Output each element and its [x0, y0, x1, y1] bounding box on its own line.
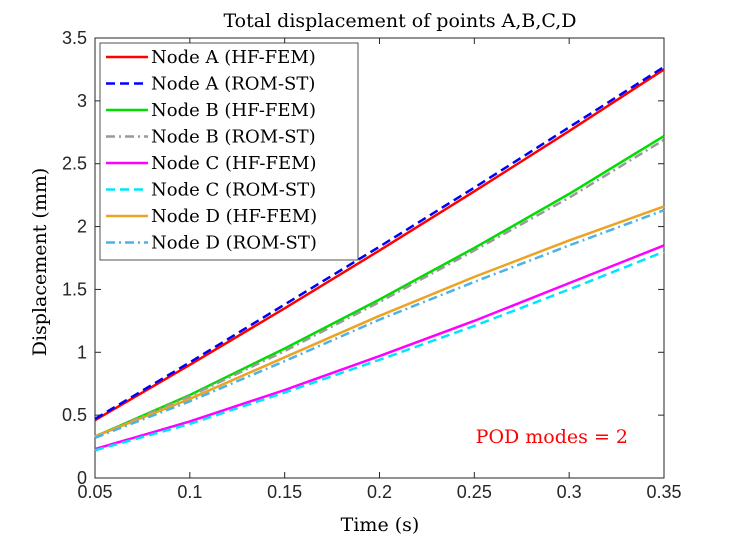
legend-entry: Node A (HF-FEM): [151, 47, 316, 68]
y-tick-label: 3.5: [62, 28, 87, 48]
legend: Node A (HF-FEM) Node A (ROM-ST) Node B (HF…: [99, 42, 359, 261]
x-axis-label: Time (s): [341, 514, 420, 536]
pod-modes-annotation: POD modes = 2: [476, 426, 628, 448]
x-tick-label: 0.35: [646, 482, 681, 502]
series-line-7: [94, 209, 665, 439]
y-tick-label: 1: [77, 342, 87, 362]
legend-entry: Node A (ROM-ST): [151, 74, 315, 95]
x-tick-label: 0.3: [557, 482, 582, 502]
x-tick-label: 0.25: [457, 482, 492, 502]
y-axis-label: Displacement (mm): [29, 168, 51, 357]
y-tick-label: 0.5: [62, 405, 87, 425]
y-tick-label: 2: [77, 217, 87, 237]
series-line-0: [94, 68, 665, 422]
plot-area: 0.05 0.1 0.15 0.2 0.25 0.3 0.35 0 0.5 1 1.5 2 2.5 3 3.…: [62, 28, 682, 502]
legend-entry: Node C (HF-FEM): [151, 153, 317, 174]
legend-entry: Node B (ROM-ST): [151, 127, 316, 148]
y-tick-label: 2.5: [62, 154, 87, 174]
series-line-4: [94, 244, 665, 451]
series-line-6: [94, 205, 665, 438]
series-line-3: [94, 138, 665, 438]
legend-entry: Node D (HF-FEM): [151, 206, 317, 227]
x-tick-label: 0.15: [267, 482, 302, 502]
legend-entry: Node C (ROM-ST): [151, 180, 316, 201]
x-tick-label: 0.1: [177, 482, 202, 502]
y-tick-label: 0: [77, 468, 87, 488]
chart-title: Total displacement of points A,B,C,D: [223, 10, 576, 32]
y-tick-label: 3: [77, 91, 87, 111]
y-tick-label: 1.5: [62, 279, 87, 299]
legend-entry: Node B (HF-FEM): [151, 100, 316, 121]
x-tick-label: 0.05: [77, 482, 112, 502]
series-line-5: [94, 250, 665, 452]
legend-entry: Node D (ROM-ST): [151, 233, 317, 254]
x-tick-label: 0.2: [367, 482, 392, 502]
legend-box: [99, 42, 359, 261]
